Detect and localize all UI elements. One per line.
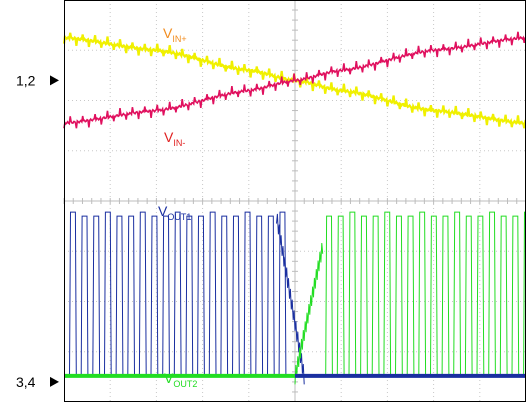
- trace-vin-minus: [63, 31, 526, 129]
- label-vin-minus: VIN-: [164, 129, 185, 148]
- label-vout2: VOUT2: [164, 370, 197, 389]
- channel-marker-3-4-arrow-icon: [50, 376, 59, 387]
- channel-marker-3-4: 3,4: [16, 374, 36, 390]
- trace-layer: [62, 31, 526, 385]
- graticule: [63, 0, 526, 402]
- channel-marker-1-2-arrow-icon: [50, 75, 59, 86]
- trace-vout1-decay: [276, 213, 305, 385]
- label-vin-plus: VIN+: [163, 25, 187, 44]
- channel-marker-1-2: 1,2: [16, 72, 36, 88]
- trace-vout2-rise: [294, 242, 324, 385]
- label-vout1: VOUT1: [158, 203, 191, 222]
